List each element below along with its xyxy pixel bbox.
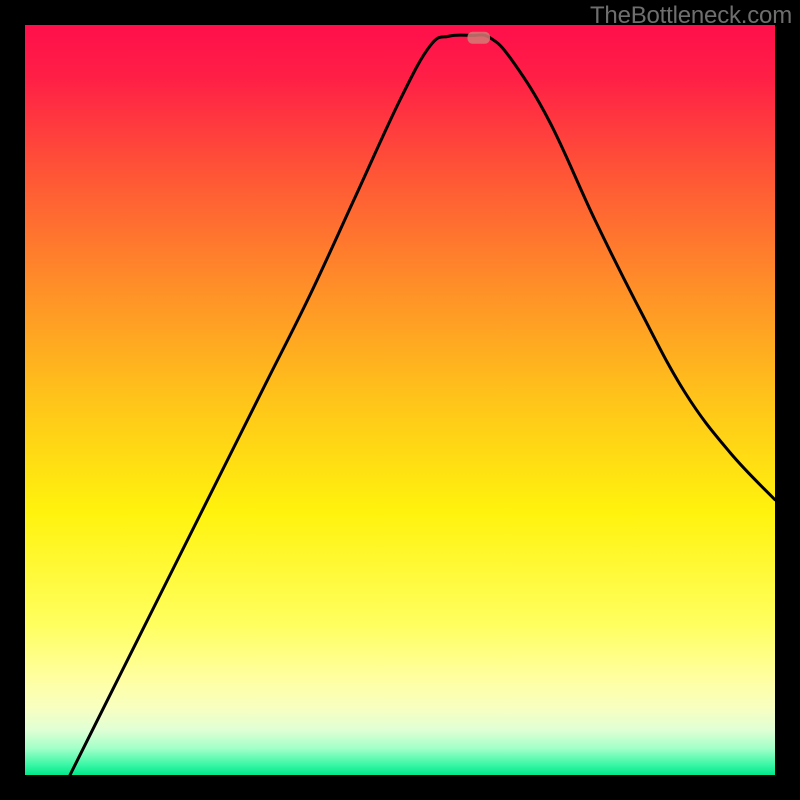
- chart-svg: [0, 0, 800, 800]
- chart-container: TheBottleneck.com: [0, 0, 800, 800]
- chart-background-gradient: [25, 25, 775, 775]
- bottleneck-marker: [468, 32, 491, 44]
